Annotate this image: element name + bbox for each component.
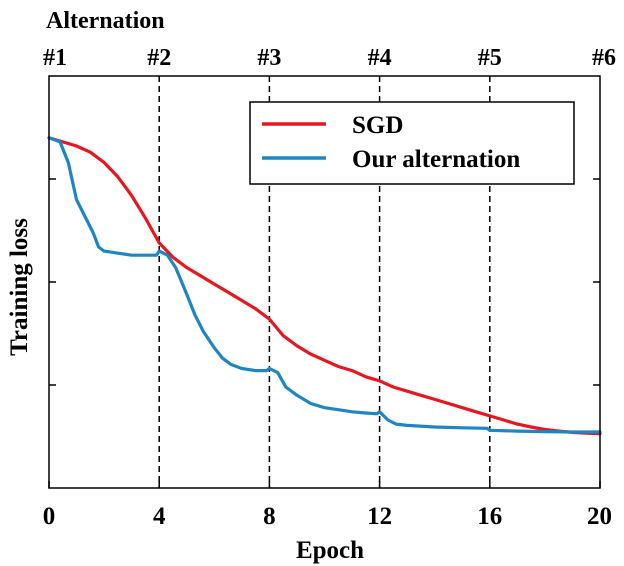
top-tick-label: #2 (147, 45, 171, 71)
alternation-dividers (158, 76, 491, 488)
x-tick-labels: 0 4 8 12 16 20 (43, 503, 612, 530)
top-tick-label: #4 (368, 45, 392, 71)
top-tick-label: #3 (257, 45, 281, 71)
x-axis-label: Epoch (296, 537, 364, 564)
legend: SGD Our alternation (249, 101, 575, 185)
x-tick-label: 8 (263, 503, 276, 530)
axis-ticks (48, 178, 601, 488)
top-tick-labels: #1 #2 #3 #4 #5 #6 (43, 45, 616, 71)
top-tick-label: #1 (43, 45, 67, 71)
top-tick-label: #6 (592, 45, 616, 71)
legend-label-sgd: SGD (352, 112, 403, 139)
x-tick-label: 4 (153, 503, 166, 530)
x-tick-label: 0 (43, 503, 56, 530)
legend-box (249, 101, 575, 185)
x-tick-label: 16 (477, 503, 502, 530)
top-tick-label: #5 (478, 45, 502, 71)
series-line-sgd (47, 136, 602, 436)
x-tick-label: 12 (367, 503, 392, 530)
legend-label-our-alternation: Our alternation (352, 146, 520, 173)
x-tick-label: 20 (587, 503, 612, 530)
y-axis-label: Training loss (6, 218, 33, 356)
series-line-our-alternation (47, 136, 602, 434)
top-axis-label: Alternation (46, 8, 165, 34)
series-lines (47, 136, 602, 436)
